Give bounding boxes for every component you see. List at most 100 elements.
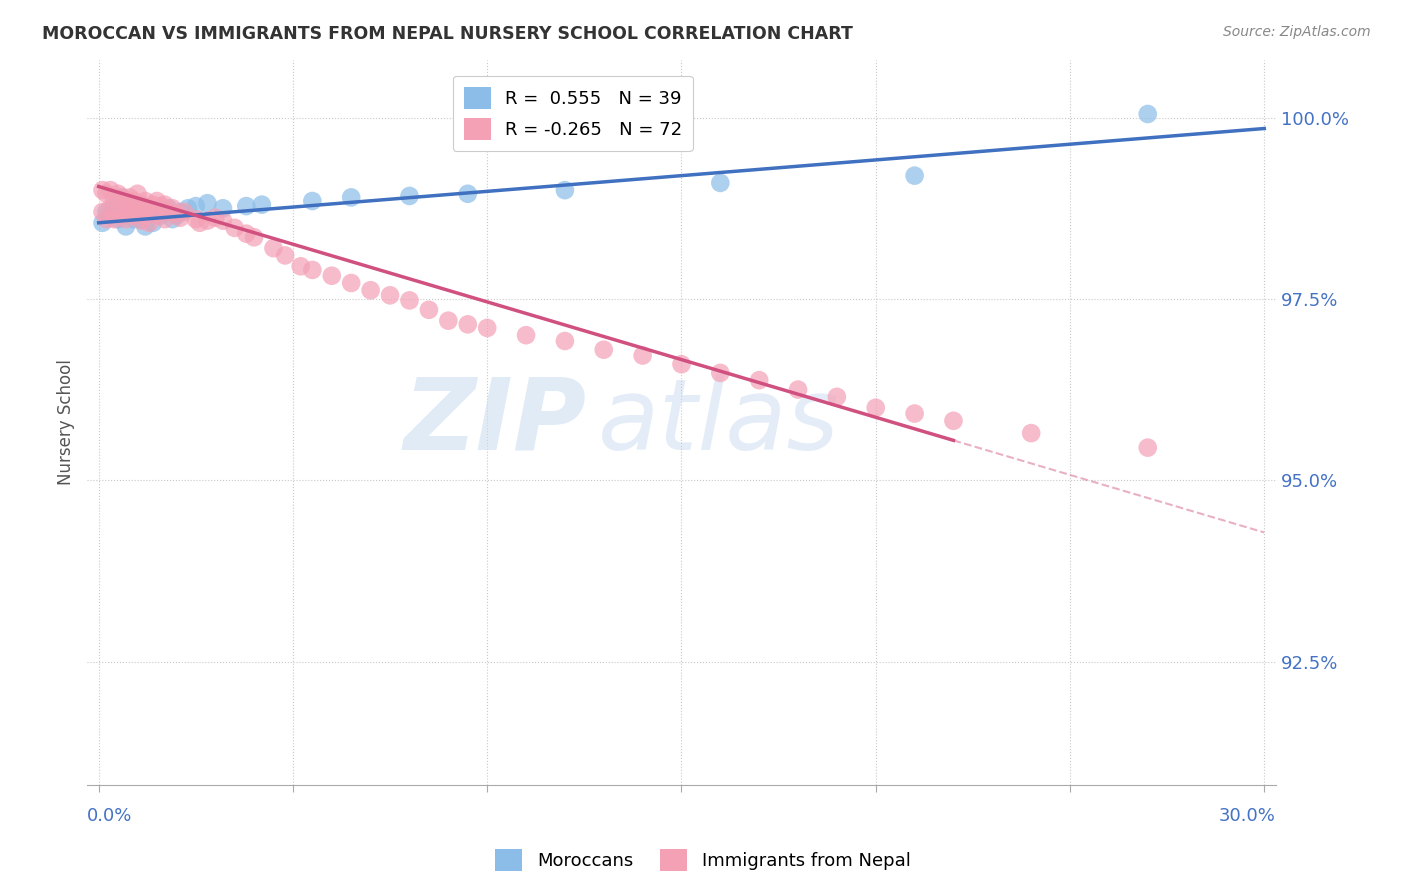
Point bbox=[111, 190, 134, 204]
Text: 0.0%: 0.0% bbox=[87, 806, 132, 824]
Point bbox=[134, 219, 156, 234]
Point bbox=[131, 213, 153, 227]
Point bbox=[127, 201, 149, 215]
Point bbox=[98, 201, 121, 215]
Point bbox=[184, 199, 207, 213]
Point bbox=[96, 212, 118, 227]
Point bbox=[592, 343, 614, 357]
Point bbox=[904, 169, 927, 183]
Point bbox=[340, 190, 363, 204]
Point bbox=[91, 205, 114, 219]
Text: 30.0%: 30.0% bbox=[1219, 806, 1277, 824]
Point bbox=[184, 212, 207, 227]
Text: ZIP: ZIP bbox=[404, 374, 586, 471]
Point bbox=[127, 205, 149, 219]
Point bbox=[709, 176, 731, 190]
Point bbox=[122, 212, 145, 227]
Point bbox=[111, 190, 134, 204]
Point bbox=[398, 189, 420, 203]
Point bbox=[107, 205, 129, 219]
Point bbox=[146, 205, 169, 219]
Point bbox=[118, 205, 141, 219]
Point bbox=[153, 197, 176, 211]
Point bbox=[235, 227, 257, 241]
Point bbox=[107, 186, 129, 201]
Point bbox=[787, 383, 810, 397]
Point bbox=[111, 205, 134, 219]
Point bbox=[904, 407, 927, 421]
Point bbox=[103, 212, 125, 227]
Point bbox=[437, 314, 460, 328]
Point bbox=[301, 263, 323, 277]
Point bbox=[825, 390, 848, 404]
Point bbox=[142, 197, 165, 211]
Point bbox=[138, 216, 160, 230]
Point bbox=[290, 260, 312, 274]
Point bbox=[942, 414, 965, 428]
Point bbox=[107, 212, 129, 227]
Point bbox=[197, 196, 219, 211]
Legend: R =  0.555   N = 39, R = -0.265   N = 72: R = 0.555 N = 39, R = -0.265 N = 72 bbox=[453, 76, 693, 151]
Point bbox=[173, 205, 195, 219]
Point bbox=[134, 209, 156, 223]
Text: MOROCCAN VS IMMIGRANTS FROM NEPAL NURSERY SCHOOL CORRELATION CHART: MOROCCAN VS IMMIGRANTS FROM NEPAL NURSER… bbox=[42, 25, 853, 43]
Point bbox=[457, 318, 479, 332]
Point bbox=[554, 334, 576, 348]
Point bbox=[153, 212, 176, 227]
Point bbox=[1019, 426, 1042, 441]
Point bbox=[340, 276, 363, 290]
Point bbox=[212, 213, 235, 227]
Point bbox=[96, 205, 118, 219]
Point bbox=[162, 212, 184, 227]
Point bbox=[515, 328, 537, 343]
Point bbox=[157, 205, 180, 219]
Point bbox=[111, 209, 134, 223]
Point bbox=[301, 194, 323, 208]
Point bbox=[398, 293, 420, 308]
Point bbox=[418, 302, 440, 317]
Point bbox=[138, 201, 160, 215]
Point bbox=[1136, 107, 1159, 121]
Text: Source: ZipAtlas.com: Source: ZipAtlas.com bbox=[1223, 25, 1371, 39]
Point bbox=[243, 230, 266, 244]
Point bbox=[235, 199, 257, 213]
Point bbox=[115, 219, 138, 234]
Point bbox=[134, 194, 156, 208]
Point bbox=[709, 366, 731, 380]
Point bbox=[91, 183, 114, 197]
Point bbox=[127, 205, 149, 219]
Point bbox=[477, 321, 499, 335]
Point bbox=[169, 205, 191, 219]
Point bbox=[153, 205, 176, 219]
Point bbox=[122, 194, 145, 208]
Point bbox=[115, 212, 138, 227]
Point bbox=[149, 199, 172, 213]
Point bbox=[321, 268, 343, 283]
Point bbox=[96, 186, 118, 201]
Point bbox=[98, 183, 121, 197]
Point bbox=[115, 194, 138, 208]
Point bbox=[250, 197, 273, 211]
Y-axis label: Nursery School: Nursery School bbox=[58, 359, 75, 485]
Point bbox=[165, 206, 187, 220]
Point bbox=[212, 201, 235, 215]
Point bbox=[274, 248, 297, 262]
Point bbox=[554, 183, 576, 197]
Point bbox=[162, 201, 184, 215]
Point bbox=[103, 201, 125, 215]
Point bbox=[204, 211, 226, 225]
Point bbox=[131, 212, 153, 227]
Text: atlas: atlas bbox=[598, 374, 839, 471]
Point bbox=[631, 349, 654, 363]
Point bbox=[197, 213, 219, 227]
Point bbox=[107, 197, 129, 211]
Point bbox=[157, 201, 180, 215]
Point bbox=[142, 216, 165, 230]
Point bbox=[98, 209, 121, 223]
Point bbox=[671, 357, 693, 371]
Point bbox=[1136, 441, 1159, 455]
Point bbox=[457, 186, 479, 201]
Point bbox=[865, 401, 887, 415]
Point bbox=[122, 209, 145, 223]
Point bbox=[169, 211, 191, 225]
